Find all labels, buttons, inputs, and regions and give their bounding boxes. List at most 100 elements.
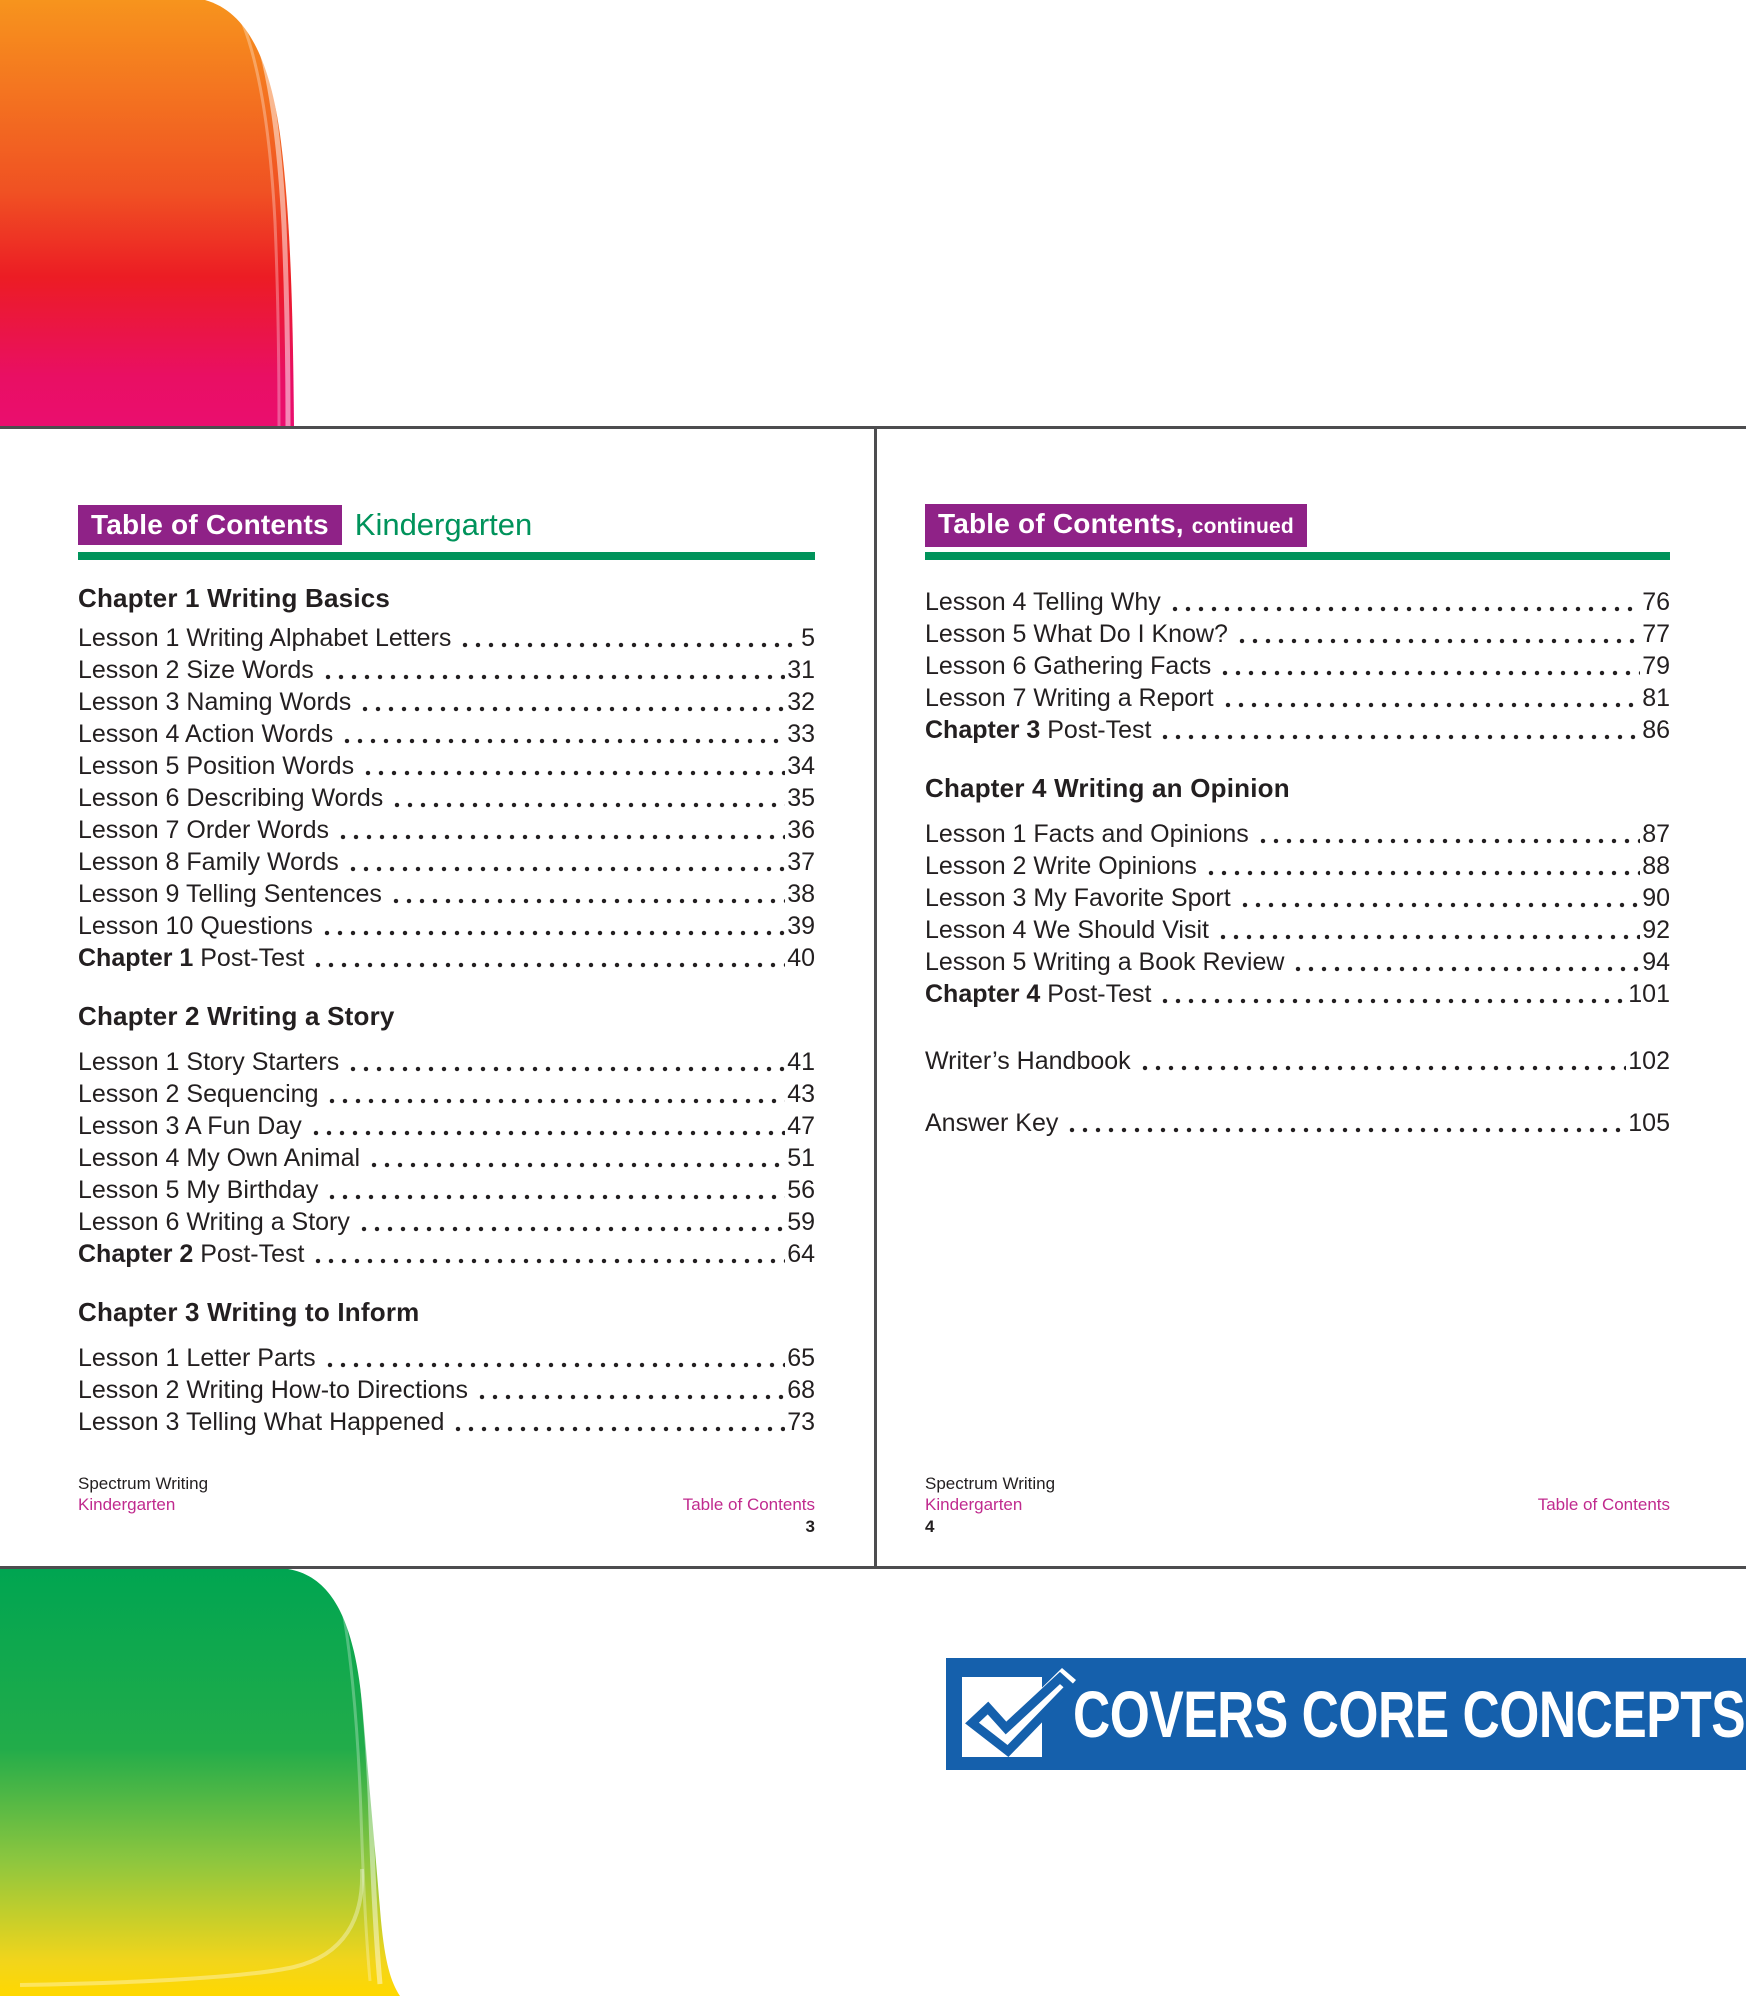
toc-row: Chapter 1 Post-Test 40 xyxy=(78,941,815,973)
toc-row-title: Lesson 6 Writing a Story xyxy=(78,1208,350,1236)
toc-row-page-number: 56 xyxy=(787,1176,815,1204)
toc-sections-left: Chapter 1 Writing Basics Lesson 1 Writing… xyxy=(78,583,815,1437)
toc-rows: Lesson 1 Writing Alphabet Letters 5 Lesson… xyxy=(78,621,815,973)
dot-leader xyxy=(1138,1044,1627,1076)
toc-row-page-number: 102 xyxy=(1628,1047,1670,1075)
dot-leader xyxy=(326,1077,786,1109)
toc-title-text: Table of Contents, xyxy=(938,507,1184,539)
toc-row: Chapter 4 Post-Test 101 xyxy=(925,977,1670,1009)
dot-leader xyxy=(309,1109,786,1141)
toc-section: Chapter 4 Writing an Opinion Lesson 1 Fac… xyxy=(925,773,1670,1009)
toc-title-continued: continued xyxy=(1191,514,1294,538)
toc-row-page-number: 34 xyxy=(787,752,815,780)
toc-page-left: Table of Contents Kindergarten Chapter 1… xyxy=(78,505,815,1437)
toc-row-title: Lesson 4 Telling Why xyxy=(925,588,1161,616)
toc-row: Chapter 3 Post-Test 86 xyxy=(925,713,1670,745)
toc-section: Chapter 1 Writing Basics Lesson 1 Writing… xyxy=(78,583,815,973)
dot-leader xyxy=(347,1045,786,1077)
toc-row-title: Lesson 4 Action Words xyxy=(78,720,334,748)
page-top-edge-line xyxy=(0,426,1746,429)
toc-row-title: Lesson 5 What Do I Know? xyxy=(925,620,1228,648)
toc-row-page-number: 37 xyxy=(787,848,815,876)
toc-row: Lesson 5 Position Words 34 xyxy=(78,749,815,781)
toc-row-page-number: 79 xyxy=(1642,652,1670,680)
toc-section: Chapter 2 Writing a Story Lesson 1 Story … xyxy=(78,1001,815,1269)
toc-row-chapter-prefix: Chapter 4 xyxy=(925,980,1041,1008)
toc-row: Lesson 5 My Birthday 56 xyxy=(78,1173,815,1205)
toc-row-title: Lesson 10 Questions xyxy=(78,912,313,940)
toc-row-title: Lesson 3 Telling What Happened xyxy=(78,1408,445,1436)
toc-row-page-number: 73 xyxy=(787,1408,815,1436)
dot-leader xyxy=(312,1237,786,1269)
dot-leader xyxy=(1292,945,1641,977)
dot-leader xyxy=(368,1141,786,1173)
dot-leader xyxy=(341,717,786,749)
toc-row-title: Lesson 1 Letter Parts xyxy=(78,1344,316,1372)
page-header: Table of Contents, continued xyxy=(925,503,1670,547)
toc-row: Lesson 1 Writing Alphabet Letters 5 xyxy=(78,621,815,653)
toc-row-page-number: 77 xyxy=(1642,620,1670,648)
toc-rows: Writer’s Handbook 102 Answer Key 105 xyxy=(925,1044,1670,1138)
footer-section-label: Table of Contents xyxy=(1537,1495,1670,1514)
gradient-blob-top-left-icon xyxy=(0,0,294,427)
dot-leader xyxy=(391,781,786,813)
toc-row-title: Post-Test xyxy=(193,944,305,972)
dot-leader xyxy=(1159,977,1627,1009)
toc-row-title: Lesson 5 Writing a Book Review xyxy=(925,948,1285,976)
dot-leader xyxy=(357,1205,786,1237)
toc-row-title: Lesson 8 Family Words xyxy=(78,848,339,876)
toc-row-title: Lesson 2 Size Words xyxy=(78,656,314,684)
toc-row: Lesson 2 Write Opinions 88 xyxy=(925,849,1670,881)
toc-row-page-number: 47 xyxy=(787,1112,815,1140)
toc-row-page-number: 81 xyxy=(1642,684,1670,712)
toc-row-title: Lesson 1 Story Starters xyxy=(78,1048,340,1076)
toc-row: Lesson 7 Order Words 36 xyxy=(78,813,815,845)
toc-row-title: Lesson 1 Facts and Opinions xyxy=(925,820,1249,848)
chapter-heading: Chapter 1 Writing Basics xyxy=(78,583,391,613)
dot-leader xyxy=(362,749,786,781)
toc-row-page-number: 31 xyxy=(787,656,815,684)
toc-row: Lesson 5 Writing a Book Review 94 xyxy=(925,945,1670,977)
dot-leader xyxy=(1219,649,1641,681)
toc-row: Lesson 4 My Own Animal 51 xyxy=(78,1141,815,1173)
toc-row-title: Lesson 4 We Should Visit xyxy=(925,916,1209,944)
toc-rows: Lesson 1 Facts and Opinions 87 Lesson 2 Wr… xyxy=(925,817,1670,1009)
toc-row: Lesson 1 Facts and Opinions 87 xyxy=(925,817,1670,849)
footer-page-number: 4 xyxy=(925,1517,935,1536)
toc-row-title: Lesson 7 Order Words xyxy=(78,816,330,844)
toc-row-title: Lesson 7 Writing a Report xyxy=(925,684,1214,712)
toc-row: Lesson 4 Action Words 33 xyxy=(78,717,815,749)
toc-row-page-number: 68 xyxy=(787,1376,815,1404)
dot-leader xyxy=(359,685,786,717)
page-divider-line xyxy=(874,429,877,1566)
covers-core-concepts-banner: COVERS CORE CONCEPTS xyxy=(946,1658,1746,1770)
chapter-heading: Chapter 2 Writing a Story xyxy=(78,1001,395,1031)
banner-label: COVERS CORE CONCEPTS xyxy=(1073,1676,1746,1752)
dot-leader xyxy=(1204,849,1641,881)
dot-leader xyxy=(323,1341,786,1373)
toc-row: Lesson 3 My Favorite Sport 90 xyxy=(925,881,1670,913)
toc-row: Lesson 4 Telling Why 76 xyxy=(925,585,1670,617)
toc-row: Lesson 6 Gathering Facts 79 xyxy=(925,649,1670,681)
dot-leader xyxy=(475,1373,786,1405)
footer-section-label: Table of Contents xyxy=(682,1495,815,1514)
toc-row: Lesson 2 Sequencing 43 xyxy=(78,1077,815,1109)
toc-row: Lesson 6 Describing Words 35 xyxy=(78,781,815,813)
toc-page-right: Table of Contents, continued Lesson 4 Te… xyxy=(925,503,1670,1138)
toc-row: Lesson 3 Naming Words 32 xyxy=(78,685,815,717)
gradient-blob-bottom-left-icon xyxy=(0,1569,400,1996)
toc-rows: Lesson 1 Story Starters 41 Lesson 2 Sequen… xyxy=(78,1045,815,1269)
toc-row-page-number: 40 xyxy=(787,944,815,972)
toc-row-page-number: 87 xyxy=(1642,820,1670,848)
toc-section: Lesson 4 Telling Why 76 Lesson 5 What Do I… xyxy=(925,585,1670,745)
toc-row-title: Post-Test xyxy=(1040,716,1152,744)
dot-leader xyxy=(1235,617,1641,649)
toc-row: Lesson 3 A Fun Day 47 xyxy=(78,1109,815,1141)
toc-row: Chapter 2 Post-Test 64 xyxy=(78,1237,815,1269)
toc-row-title: Answer Key xyxy=(925,1109,1059,1137)
toc-rows: Lesson 4 Telling Why 76 Lesson 5 What Do I… xyxy=(925,585,1670,745)
toc-row-page-number: 51 xyxy=(787,1144,815,1172)
toc-row-page-number: 35 xyxy=(787,784,815,812)
toc-row: Lesson 9 Telling Sentences 38 xyxy=(78,877,815,909)
page-bottom-edge-line xyxy=(0,1566,1746,1569)
